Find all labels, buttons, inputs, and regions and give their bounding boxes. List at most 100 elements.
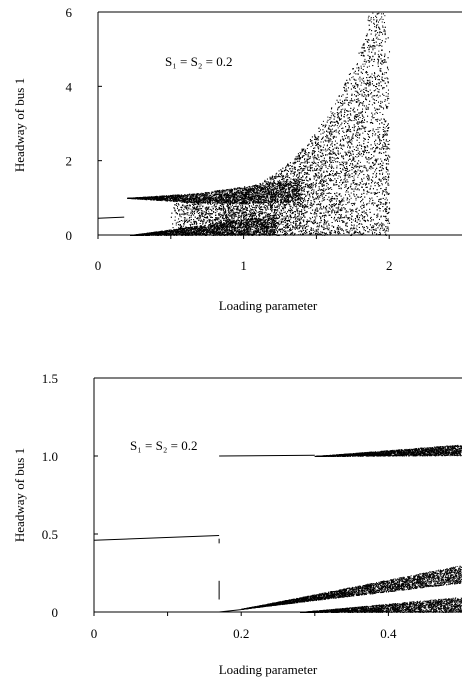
scatter-point bbox=[245, 195, 247, 197]
scatter-point bbox=[289, 201, 291, 203]
scatter-point bbox=[265, 219, 267, 221]
scatter-point bbox=[226, 199, 228, 201]
scatter-point bbox=[244, 186, 246, 188]
scatter-point bbox=[221, 196, 223, 198]
scatter-point bbox=[284, 198, 286, 200]
scatter-point bbox=[262, 229, 264, 231]
scatter-point bbox=[222, 199, 224, 201]
scatter-point bbox=[183, 228, 185, 230]
scatter-point bbox=[229, 194, 231, 196]
scatter-point bbox=[277, 192, 279, 194]
scatter-point bbox=[222, 197, 224, 199]
scatter-point bbox=[273, 230, 275, 232]
scatter-point bbox=[285, 185, 287, 187]
scatter-point bbox=[154, 196, 156, 198]
scatter-point bbox=[262, 194, 264, 196]
scatter-point bbox=[215, 196, 217, 198]
scatter-point bbox=[198, 199, 200, 201]
scatter-point bbox=[136, 197, 138, 199]
scatter-point bbox=[273, 196, 275, 198]
scatter-point bbox=[212, 200, 214, 202]
scatter-point bbox=[204, 228, 206, 230]
scatter-point bbox=[214, 202, 216, 204]
scatter-point bbox=[212, 231, 214, 233]
scatter-point bbox=[172, 195, 174, 197]
scatter-point bbox=[251, 193, 253, 195]
scatter-point bbox=[292, 185, 294, 187]
scatter-point bbox=[170, 200, 172, 202]
scatter-point bbox=[230, 230, 232, 232]
scatter-point bbox=[206, 202, 208, 204]
scatter-point bbox=[209, 194, 211, 196]
scatter-point bbox=[212, 191, 214, 193]
scatter-point bbox=[181, 194, 183, 196]
scatter-point bbox=[261, 194, 263, 196]
scatter-point bbox=[201, 196, 203, 198]
scatter-point bbox=[150, 232, 152, 234]
scatter-point bbox=[161, 199, 163, 201]
scatter-point bbox=[139, 197, 141, 199]
scatter-point bbox=[259, 186, 261, 188]
scatter-point bbox=[229, 192, 231, 194]
scatter-point bbox=[231, 193, 233, 195]
scatter-point bbox=[174, 233, 176, 235]
scatter-point bbox=[213, 193, 215, 195]
scatter-point bbox=[200, 192, 202, 194]
scatter-point bbox=[162, 196, 164, 198]
scatter-point bbox=[172, 196, 174, 198]
scatter-point bbox=[173, 199, 175, 201]
scatter-point bbox=[205, 192, 207, 194]
scatter-point bbox=[258, 186, 260, 188]
scatter-point bbox=[284, 199, 286, 201]
scatter-point bbox=[267, 188, 269, 190]
scatter-point bbox=[296, 210, 298, 212]
scatter-point bbox=[192, 228, 193, 230]
scatter-point bbox=[171, 198, 173, 200]
scatter-point bbox=[280, 200, 282, 202]
scatter-point bbox=[280, 184, 282, 186]
scatter-point bbox=[248, 189, 250, 191]
scatter-point bbox=[205, 194, 207, 196]
scatter-point bbox=[281, 201, 283, 203]
scatter-point bbox=[180, 194, 182, 196]
scatter-point bbox=[263, 230, 265, 232]
scatter-point bbox=[166, 231, 168, 233]
scatter-point bbox=[255, 193, 257, 195]
scatter-point bbox=[274, 198, 276, 200]
scatter-point bbox=[239, 198, 241, 200]
scatter-point bbox=[208, 226, 210, 228]
scatter-point bbox=[249, 191, 251, 193]
scatter-point bbox=[242, 220, 244, 222]
branch-line bbox=[97, 216, 125, 219]
scatter-point bbox=[252, 196, 254, 198]
scatter-point bbox=[229, 230, 231, 232]
scatter-point bbox=[259, 221, 261, 223]
scatter-point bbox=[209, 224, 211, 226]
scatter-point bbox=[285, 191, 287, 193]
scatter-point bbox=[291, 200, 293, 202]
scatter-point bbox=[184, 199, 186, 201]
scatter-point bbox=[207, 202, 209, 204]
scatter-point bbox=[146, 197, 148, 199]
scatter-point bbox=[193, 201, 195, 203]
scatter-point bbox=[246, 200, 248, 202]
scatter-point bbox=[272, 233, 274, 235]
scatter-point bbox=[233, 193, 235, 195]
scatter-point bbox=[248, 194, 250, 196]
scatter-point bbox=[237, 227, 239, 229]
scatter-point bbox=[239, 201, 241, 203]
scatter-point bbox=[129, 197, 131, 199]
scatter-point bbox=[192, 198, 194, 200]
scatter-point bbox=[245, 191, 247, 193]
scatter-point bbox=[266, 186, 268, 188]
scatter-point bbox=[185, 197, 187, 199]
scatter-point bbox=[283, 190, 285, 192]
scatter-point bbox=[145, 198, 147, 200]
scatter-point bbox=[183, 229, 185, 231]
scatter-point bbox=[259, 225, 261, 227]
scatter-point bbox=[215, 227, 217, 229]
scatter-point bbox=[272, 185, 274, 187]
scatter-point bbox=[159, 198, 161, 200]
scatter-point bbox=[202, 202, 204, 204]
scatter-point bbox=[242, 230, 244, 232]
